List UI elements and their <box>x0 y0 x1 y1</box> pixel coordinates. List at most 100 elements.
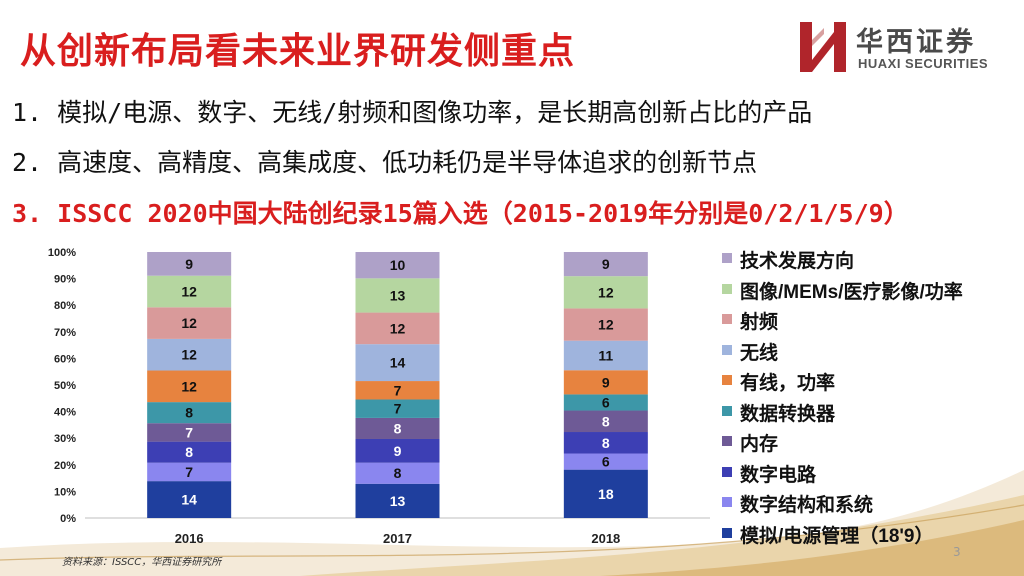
page-number: 3 <box>953 545 961 559</box>
bar-segment <box>147 275 232 308</box>
legend-swatch <box>722 253 732 263</box>
y-tick-label: 10% <box>54 486 76 498</box>
x-tick-label: 2018 <box>591 531 620 546</box>
legend-swatch <box>722 497 732 507</box>
legend-label: 内存 <box>740 434 779 455</box>
data-label: 9 <box>602 256 610 272</box>
x-tick-label: 2017 <box>383 531 412 546</box>
data-label: 8 <box>602 413 610 429</box>
legend-label: 无线 <box>740 342 779 364</box>
y-tick-label: 40% <box>54 407 76 419</box>
data-label: 12 <box>598 284 614 300</box>
legend-item: 数字电路 <box>722 460 1022 491</box>
y-tick-label: 30% <box>54 433 76 445</box>
data-label: 8 <box>185 405 193 421</box>
legend-swatch <box>722 344 732 355</box>
logo-name-cn: 华西证券 <box>856 27 976 58</box>
bullet-point-3: 3. ISSCC 2020中国大陆创纪录15篇入选（2015-2019年分别是0… <box>12 199 909 228</box>
legend-item: 内存 <box>722 429 1022 460</box>
bar-segment <box>355 381 440 400</box>
bar-segment <box>147 441 232 463</box>
bar-segment <box>355 399 440 418</box>
y-tick-label: 80% <box>54 300 76 312</box>
legend-label: 数字结构和系统 <box>740 495 874 516</box>
legend-swatch <box>722 466 732 477</box>
x-tick-label: 2016 <box>175 531 204 546</box>
bar-segment <box>563 276 648 309</box>
data-label: 12 <box>181 347 197 363</box>
data-label: 7 <box>185 424 193 440</box>
bar-segment <box>355 344 440 382</box>
data-label: 11 <box>598 347 613 363</box>
y-tick-label: 90% <box>54 274 76 286</box>
bullet-point-1: 1. 模拟/电源、数字、无线/射频和图像功率，是长期高创新占比的产品 <box>12 98 813 127</box>
bar-segment <box>355 312 440 345</box>
legend-label: 模拟/电源管理（18'9） <box>740 525 934 547</box>
data-label: 12 <box>181 315 197 331</box>
data-label: 9 <box>394 443 402 459</box>
bar-segment <box>563 394 648 411</box>
bar-segment <box>563 252 648 277</box>
data-label: 8 <box>185 444 193 460</box>
data-label: 6 <box>602 454 610 470</box>
page-title: 从创新布局看未来业界研发侧重点 <box>20 30 576 72</box>
source-note: 资料来源：ISSCC，华西证券研究所 <box>62 557 222 568</box>
data-label: 18 <box>598 486 614 502</box>
legend-item: 图像/MEMs/医疗影像/功率 <box>722 277 1022 308</box>
y-tick-label: 50% <box>54 380 76 392</box>
bar-segment <box>563 308 648 341</box>
legend-swatch <box>722 436 732 446</box>
data-label: 8 <box>394 465 402 481</box>
bar-segment <box>355 278 440 313</box>
legend-item: 无线 <box>722 338 1022 369</box>
bar-segment <box>147 252 232 276</box>
data-label: 8 <box>602 435 610 451</box>
data-label: 10 <box>390 257 406 273</box>
bar-segment <box>563 453 648 470</box>
bar-segment <box>147 423 232 442</box>
data-label: 12 <box>181 284 197 300</box>
bar-segment <box>355 462 440 484</box>
logo-name-en: HUAXI SECURITIES <box>858 56 989 71</box>
legend-label: 图像/MEMs/医疗影像/功率 <box>740 281 963 303</box>
bar-segment <box>563 370 648 395</box>
legend-label: 有线，功率 <box>740 373 836 394</box>
data-label: 12 <box>181 378 197 394</box>
legend-swatch <box>722 375 732 385</box>
company-logo: 华西证券 HUAXI SECURITIES <box>790 18 1010 78</box>
legend-item: 技术发展方向 <box>722 246 1022 277</box>
data-label: 9 <box>602 374 610 390</box>
data-label: 9 <box>185 256 193 272</box>
data-label: 7 <box>394 401 402 417</box>
legend-label: 数字电路 <box>740 464 817 486</box>
legend-item: 数字结构和系统 <box>722 490 1022 521</box>
data-label: 12 <box>598 317 614 333</box>
data-label: 14 <box>390 355 406 371</box>
stacked-bar-chart: 0% 10% 20% 30% 40% 50% 60% 70% 80% 90% 100% 14 7 8 7 8 1… <box>48 247 710 546</box>
data-label: 7 <box>185 464 193 480</box>
data-label: 13 <box>390 493 406 509</box>
legend-label: 技术发展方向 <box>740 251 855 272</box>
bar-segment <box>563 340 648 371</box>
y-tick-label: 60% <box>54 353 76 365</box>
bar-segment <box>147 462 232 482</box>
y-tick-label: 70% <box>54 327 76 339</box>
bar-segment <box>147 402 232 424</box>
legend-label: 数据转换器 <box>740 403 836 425</box>
legend-label: 射频 <box>740 312 779 333</box>
data-label: 7 <box>394 382 402 398</box>
bar-segment <box>355 483 440 518</box>
bar-segment <box>355 252 440 279</box>
data-label: 12 <box>390 320 406 336</box>
y-tick-label: 0% <box>60 513 76 525</box>
chart-legend: 技术发展方向图像/MEMs/医疗影像/功率 射频无线有线，功率数据转换器内存数字电… <box>722 246 1022 551</box>
data-label: 6 <box>602 394 610 410</box>
legend-item: 模拟/电源管理（18'9） <box>722 521 1022 552</box>
legend-swatch <box>722 314 732 324</box>
y-tick-label: 20% <box>54 460 76 472</box>
legend-swatch <box>722 283 732 294</box>
y-tick-label: 100% <box>48 247 76 259</box>
huaxi-h-logo-icon <box>800 22 846 72</box>
bar-segment <box>563 410 648 433</box>
